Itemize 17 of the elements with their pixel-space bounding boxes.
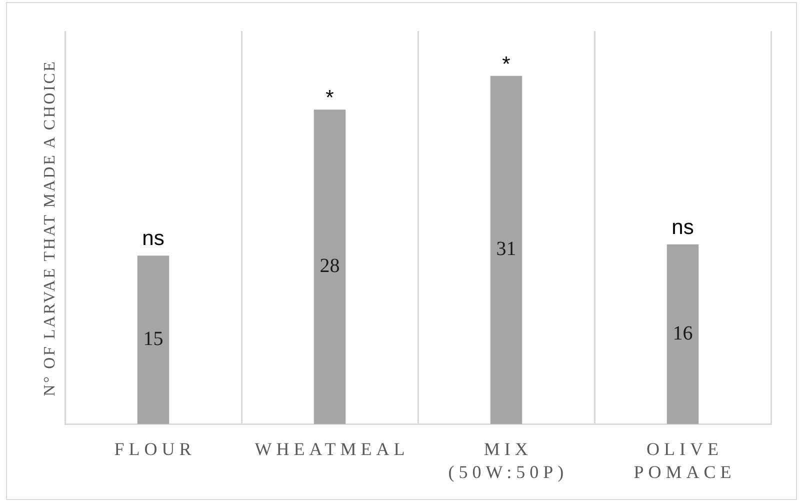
data-label: 15: [143, 328, 164, 350]
annotation: *: [326, 86, 334, 110]
data-label: 16: [672, 322, 693, 344]
annotation: ns: [672, 216, 694, 239]
bar: [490, 76, 522, 424]
y-axis-title: N° OF LARVAE THAT MADE A CHOICE: [40, 59, 59, 396]
x-tick-label: OLIVE POMACE: [634, 438, 736, 484]
data-label: 28: [320, 255, 340, 278]
bar: [314, 110, 346, 424]
bar: [666, 244, 699, 424]
annotation: ns: [142, 227, 164, 250]
bar: [137, 256, 170, 424]
data-label: 31: [496, 238, 516, 260]
x-tick-label: FLOUR: [114, 438, 196, 461]
annotation: *: [502, 52, 510, 76]
x-tick-label: MIX (50W:50P): [448, 438, 568, 484]
x-tick-label: WHEATMEAL: [254, 438, 410, 461]
